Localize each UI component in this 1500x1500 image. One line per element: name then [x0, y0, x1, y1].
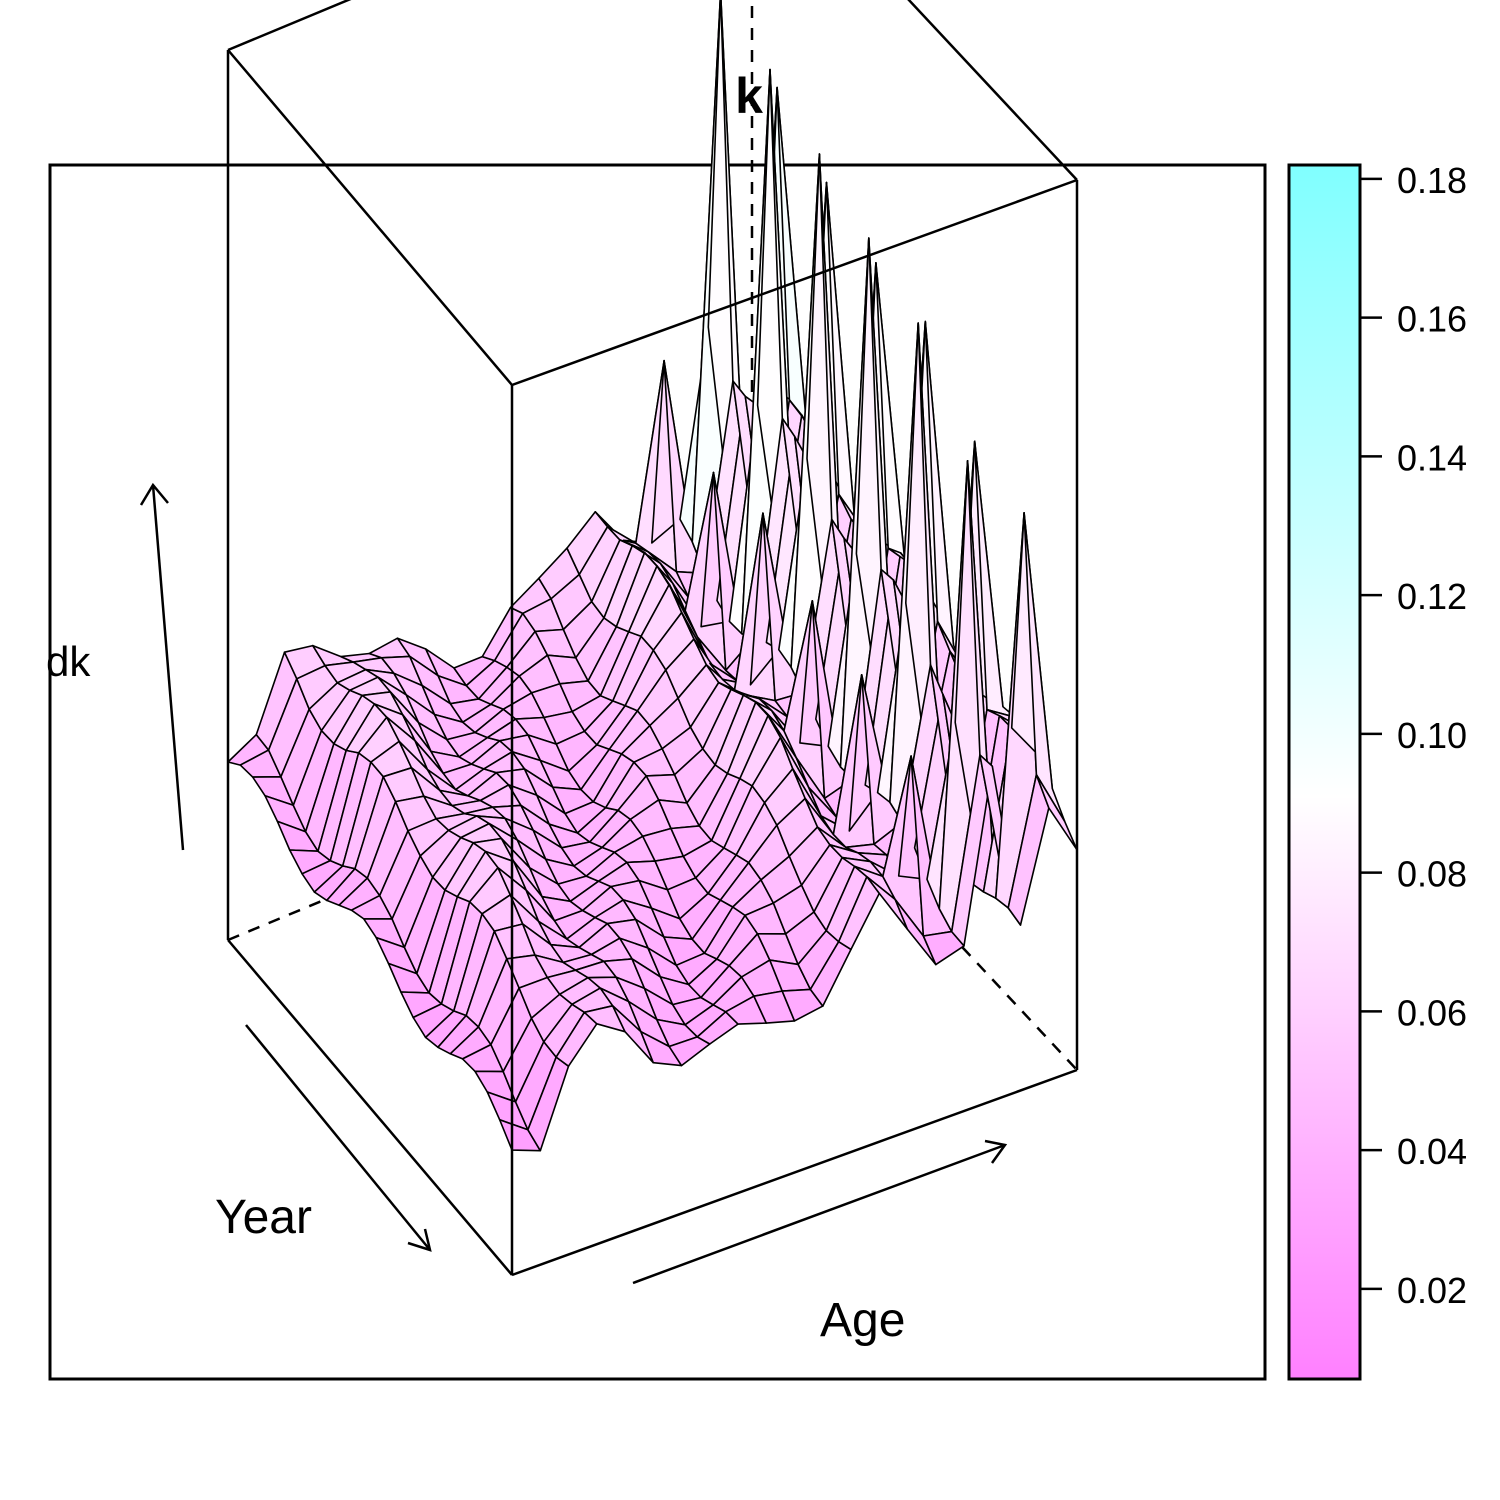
- colorkey-tick-label: 0.02: [1397, 1270, 1467, 1311]
- box-edge: [227, 49, 513, 386]
- box-front-edges: [227, 49, 1079, 1277]
- y-axis-label: Year: [215, 1191, 312, 1244]
- colorkey-tick-label: 0.12: [1397, 576, 1467, 617]
- chart-title: k: [735, 68, 763, 124]
- colorkey-tick-label: 0.06: [1397, 992, 1467, 1033]
- colorkey-tick-label: 0.18: [1397, 160, 1467, 201]
- colorkey-tick-label: 0.08: [1397, 854, 1467, 895]
- colorkey-axis: 0.02 0.04 0.06 0.08 0.10 0.12 0.14 0.16 0.18: [1360, 160, 1467, 1311]
- colorkey-bar: [1287, 163, 1362, 1381]
- z-axis-arrow: [139, 482, 185, 851]
- colorkey-tick-label: 0.04: [1397, 1131, 1467, 1172]
- box-edge: [511, 1068, 1078, 1277]
- y-axis-arrow: [245, 1024, 432, 1252]
- colorkey-tick-label: 0.14: [1397, 437, 1467, 478]
- colorkey-tick-label: 0.10: [1397, 715, 1467, 756]
- box-edge: [227, 939, 513, 1276]
- panel-frame: [48, 163, 1267, 1381]
- box-edge: [511, 178, 1078, 387]
- box-edge: [907, 0, 1078, 181]
- surface-mesh: [227, 0, 1078, 1152]
- box-edge: [227, 0, 352, 52]
- x-axis-label: Age: [820, 1294, 905, 1347]
- box-edge-hidden: [751, 721, 1078, 1071]
- z-axis-label: dk: [46, 638, 91, 685]
- x-axis-arrow: [632, 1139, 1008, 1285]
- surface-facet: [679, 0, 722, 543]
- colorkey-tick-label: 0.16: [1397, 299, 1467, 340]
